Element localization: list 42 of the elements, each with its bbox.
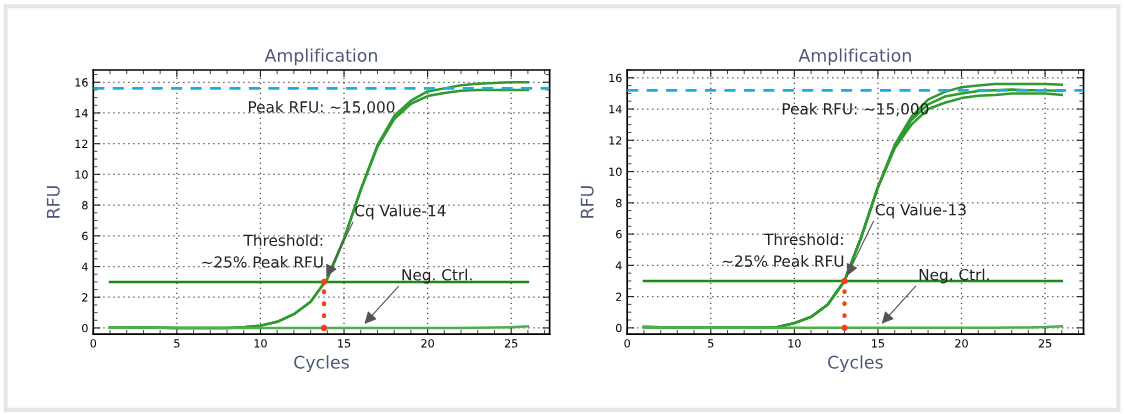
y-tick-label: 12 <box>609 136 622 145</box>
y-tick-label: 2 <box>616 292 622 301</box>
y-tick-label: 4 <box>81 262 88 271</box>
y-axis-title: RFU <box>46 186 60 218</box>
chart-title: Amplification <box>798 48 911 66</box>
chart-title: Amplification <box>264 48 377 66</box>
y-tick-label: 0 <box>615 323 622 333</box>
y-tick-label: 6 <box>82 231 88 241</box>
x-tick-label: 15 <box>872 339 885 348</box>
y-tick-label: 10 <box>75 170 88 179</box>
y-tick-label: 16 <box>75 78 88 87</box>
x-tick-label: 25 <box>1038 339 1052 348</box>
x-tick-label: 25 <box>504 339 518 348</box>
y-tick-label: 8 <box>82 201 88 210</box>
x-axis-title: Cycles <box>828 355 883 373</box>
y-tick-label: 4 <box>615 261 622 270</box>
x-tick-label: 20 <box>955 339 968 348</box>
y-axis-title: RFU <box>580 186 594 218</box>
y-tick-label: 8 <box>616 198 622 208</box>
x-tick-label: 10 <box>254 339 267 348</box>
y-tick-label: 6 <box>616 230 622 239</box>
ref-line-label: Peak RFU: ~15,000 <box>248 100 395 115</box>
y-tick-label: 2 <box>82 293 88 302</box>
x-tick-label: 20 <box>421 339 434 348</box>
x-tick-label: 0 <box>90 339 97 348</box>
x-tick-label: 0 <box>624 339 630 348</box>
y-tick-label: 0 <box>82 323 88 333</box>
y-tick-label: 16 <box>609 73 622 83</box>
x-axis-title: Cycles <box>294 355 349 373</box>
x-tick-label: 5 <box>708 339 714 348</box>
y-tick-label: 10 <box>609 167 622 176</box>
annotation: Threshold: ~25% Peak RFU <box>722 233 844 267</box>
annotation: Cq Value-14 <box>355 204 446 220</box>
annotation: Threshold: ~25% Peak RFU <box>202 234 323 268</box>
y-tick-label: 14 <box>75 109 88 118</box>
y-tick-label: 12 <box>75 139 88 148</box>
annotation: Neg. Ctrl. <box>402 268 472 284</box>
x-tick-label: 5 <box>174 339 180 348</box>
y-tick-label: 14 <box>609 105 622 114</box>
annotation: Cq Value-13 <box>875 203 966 219</box>
x-tick-label: 10 <box>788 339 801 348</box>
x-tick-label: 15 <box>338 339 351 348</box>
